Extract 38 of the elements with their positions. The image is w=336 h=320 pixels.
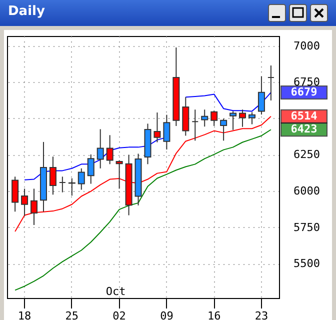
- candlestick: [87, 154, 94, 184]
- candlestick: [182, 96, 190, 136]
- candlestick: [192, 109, 199, 142]
- candlestick: [58, 176, 66, 193]
- candlestick: [210, 110, 218, 126]
- candlestick: [230, 110, 237, 130]
- candlestick: [30, 188, 38, 226]
- candlestick: [163, 114, 170, 150]
- candlestick: [248, 112, 256, 125]
- candlestick: [49, 156, 56, 196]
- data-label: 6514: [290, 109, 318, 122]
- x-tick-label: 09: [160, 310, 174, 320]
- chart-title: Daily: [8, 4, 45, 19]
- y-tick-label: 5750: [294, 220, 320, 234]
- candlestick: [201, 109, 208, 128]
- data-label: 6679: [290, 85, 318, 98]
- x-tick-label: 25: [65, 310, 79, 320]
- candlestick: [21, 188, 28, 216]
- x-tick-label: 23: [254, 310, 268, 320]
- annotation: Oct: [106, 285, 126, 298]
- y-tick-label: 6000: [294, 184, 320, 198]
- x-tick-label: 02: [112, 310, 126, 320]
- candlestick: [12, 176, 19, 212]
- candlestick: [267, 64, 274, 101]
- candlestick: [220, 118, 228, 142]
- y-tick-label: 5500: [294, 257, 320, 270]
- line-series: [14, 116, 272, 232]
- y-tick-label: 7000: [294, 39, 320, 52]
- candlestick: [154, 112, 161, 143]
- candlestick: [258, 76, 265, 116]
- candlestick: [106, 134, 114, 165]
- x-tick-label: 16: [207, 310, 221, 320]
- candlestick: [96, 128, 104, 169]
- y-tick-label: 6250: [294, 148, 320, 162]
- data-label: 6423: [290, 122, 318, 136]
- x-tick-label: 18: [18, 310, 32, 320]
- candlestick: [78, 168, 85, 190]
- candlestick: [116, 160, 123, 190]
